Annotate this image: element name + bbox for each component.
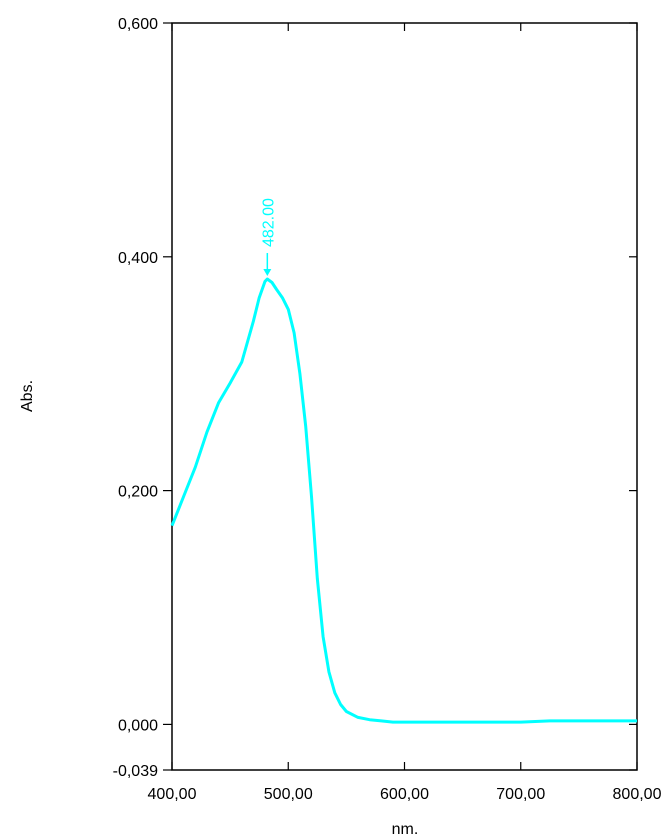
y-tick-label-2: 0,200 bbox=[118, 484, 158, 501]
axis-tick-labels: 400,00 500,00 600,00 700,00 800,00 0,600 0,400… bbox=[113, 16, 662, 803]
x-tick-label-3: 700,00 bbox=[496, 786, 545, 803]
peak-marker-arrow-0 bbox=[263, 269, 272, 277]
y-tick-label-1: 0,400 bbox=[118, 250, 158, 267]
x-tick-label-4: 800,00 bbox=[613, 786, 662, 803]
y-tick-label-0: 0,600 bbox=[118, 16, 158, 33]
x-tick-label-0: 400,00 bbox=[148, 786, 197, 803]
y-tick-label-4: -0,039 bbox=[113, 763, 158, 780]
series-line-absorbance bbox=[170, 277, 637, 724]
x-tick-label-2: 600,00 bbox=[380, 786, 429, 803]
y-tick-label-3: 0,000 bbox=[118, 717, 158, 734]
y-axis-label: Abs. bbox=[19, 380, 36, 412]
plot-frame bbox=[171, 22, 638, 771]
axis-ticks bbox=[163, 22, 638, 771]
x-tick-label-1: 500,00 bbox=[264, 786, 313, 803]
x-axis-label: nm. bbox=[392, 821, 419, 838]
peak-label-0: 482.00 bbox=[260, 198, 277, 247]
peak-annotations: 482.00 bbox=[260, 198, 277, 277]
